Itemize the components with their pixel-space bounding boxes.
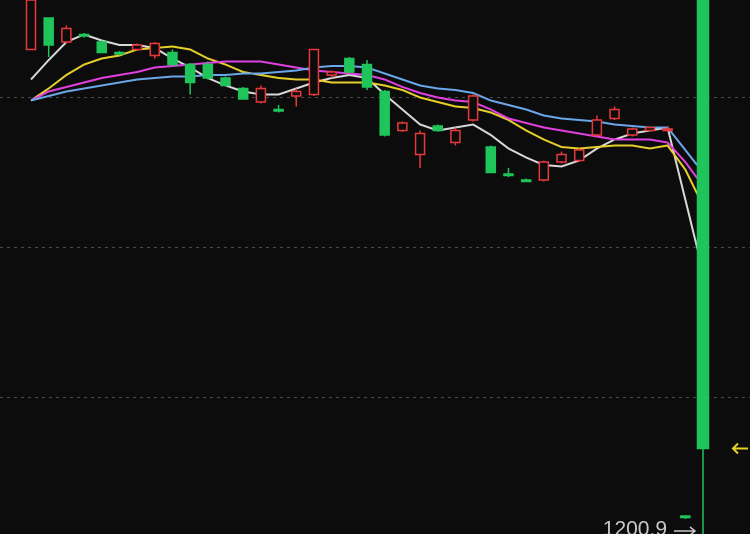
candle-body bbox=[573, 149, 585, 162]
candle-body bbox=[432, 125, 443, 132]
candle-body bbox=[131, 44, 143, 51]
current-price-marker bbox=[731, 442, 748, 455]
candle-body bbox=[149, 42, 161, 57]
candle-body bbox=[680, 515, 691, 519]
candle-body bbox=[291, 90, 302, 97]
candle-body bbox=[503, 173, 514, 177]
candle-body bbox=[184, 63, 196, 84]
candle-body bbox=[467, 95, 479, 121]
candle-body bbox=[344, 57, 355, 73]
candle-body bbox=[485, 146, 497, 174]
candle-body bbox=[696, 0, 710, 450]
candle-body bbox=[644, 126, 656, 132]
candle-body bbox=[609, 108, 620, 120]
candle-body bbox=[61, 27, 72, 43]
candle-body bbox=[397, 122, 408, 132]
candle-body bbox=[450, 129, 461, 144]
candle-body bbox=[556, 153, 567, 163]
candle-body bbox=[202, 63, 214, 79]
candle-body bbox=[308, 48, 320, 96]
candle-body bbox=[167, 51, 178, 66]
candle-body bbox=[662, 128, 673, 132]
candle-body bbox=[520, 179, 532, 183]
candle-body bbox=[96, 41, 107, 54]
high-label: 1236.5 bbox=[64, 0, 128, 3]
candle-body bbox=[361, 63, 373, 88]
candle-body bbox=[538, 161, 550, 181]
low-label: 1200.9 bbox=[603, 518, 667, 534]
candle-body bbox=[237, 87, 249, 100]
candle-body bbox=[43, 17, 54, 46]
candle-body bbox=[591, 119, 603, 136]
candle-body bbox=[414, 132, 426, 156]
candle-body bbox=[78, 33, 90, 37]
candle-body bbox=[273, 108, 284, 112]
candle-body bbox=[326, 71, 337, 76]
candle-body bbox=[220, 77, 231, 87]
candle-body bbox=[379, 90, 390, 136]
candle-body bbox=[25, 0, 37, 51]
candle-body bbox=[114, 51, 125, 55]
candle-body bbox=[627, 128, 638, 136]
candle-body bbox=[255, 87, 267, 103]
